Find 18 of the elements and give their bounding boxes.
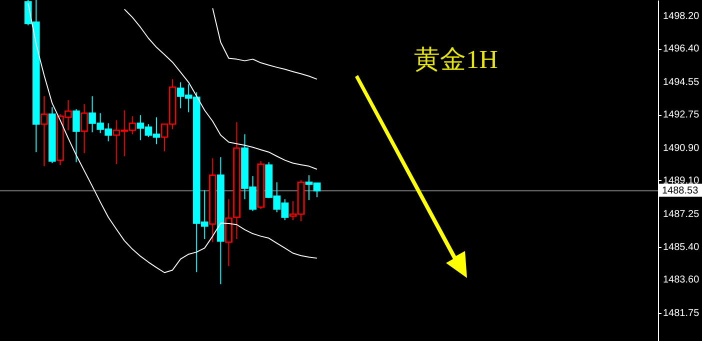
y-tick-label: 1496.40: [663, 44, 700, 55]
y-tick-label: 1483.60: [663, 274, 700, 286]
y-tick-label: 1490.90: [663, 142, 700, 154]
candlestick: [72, 108, 80, 163]
candlestick: [80, 104, 88, 154]
y-tick-label: 1494.55: [663, 77, 700, 88]
ref-line-label: 1488.53: [662, 186, 699, 197]
y-tick-label: 1485.40: [663, 242, 700, 254]
y-tick-label: 1492.75: [663, 110, 700, 121]
candlestick: [40, 96, 48, 167]
annotation: 黄金1H: [414, 45, 498, 74]
y-tick-label: 1489.10: [663, 175, 700, 186]
y-tick-label: 1481.75: [663, 308, 700, 320]
line-series: [28, 2, 318, 274]
line-series: [212, 8, 318, 80]
y-tick-label: 1498.20: [663, 11, 700, 22]
line-series: [124, 8, 318, 170]
y-tick-label: 1487.25: [663, 208, 700, 220]
